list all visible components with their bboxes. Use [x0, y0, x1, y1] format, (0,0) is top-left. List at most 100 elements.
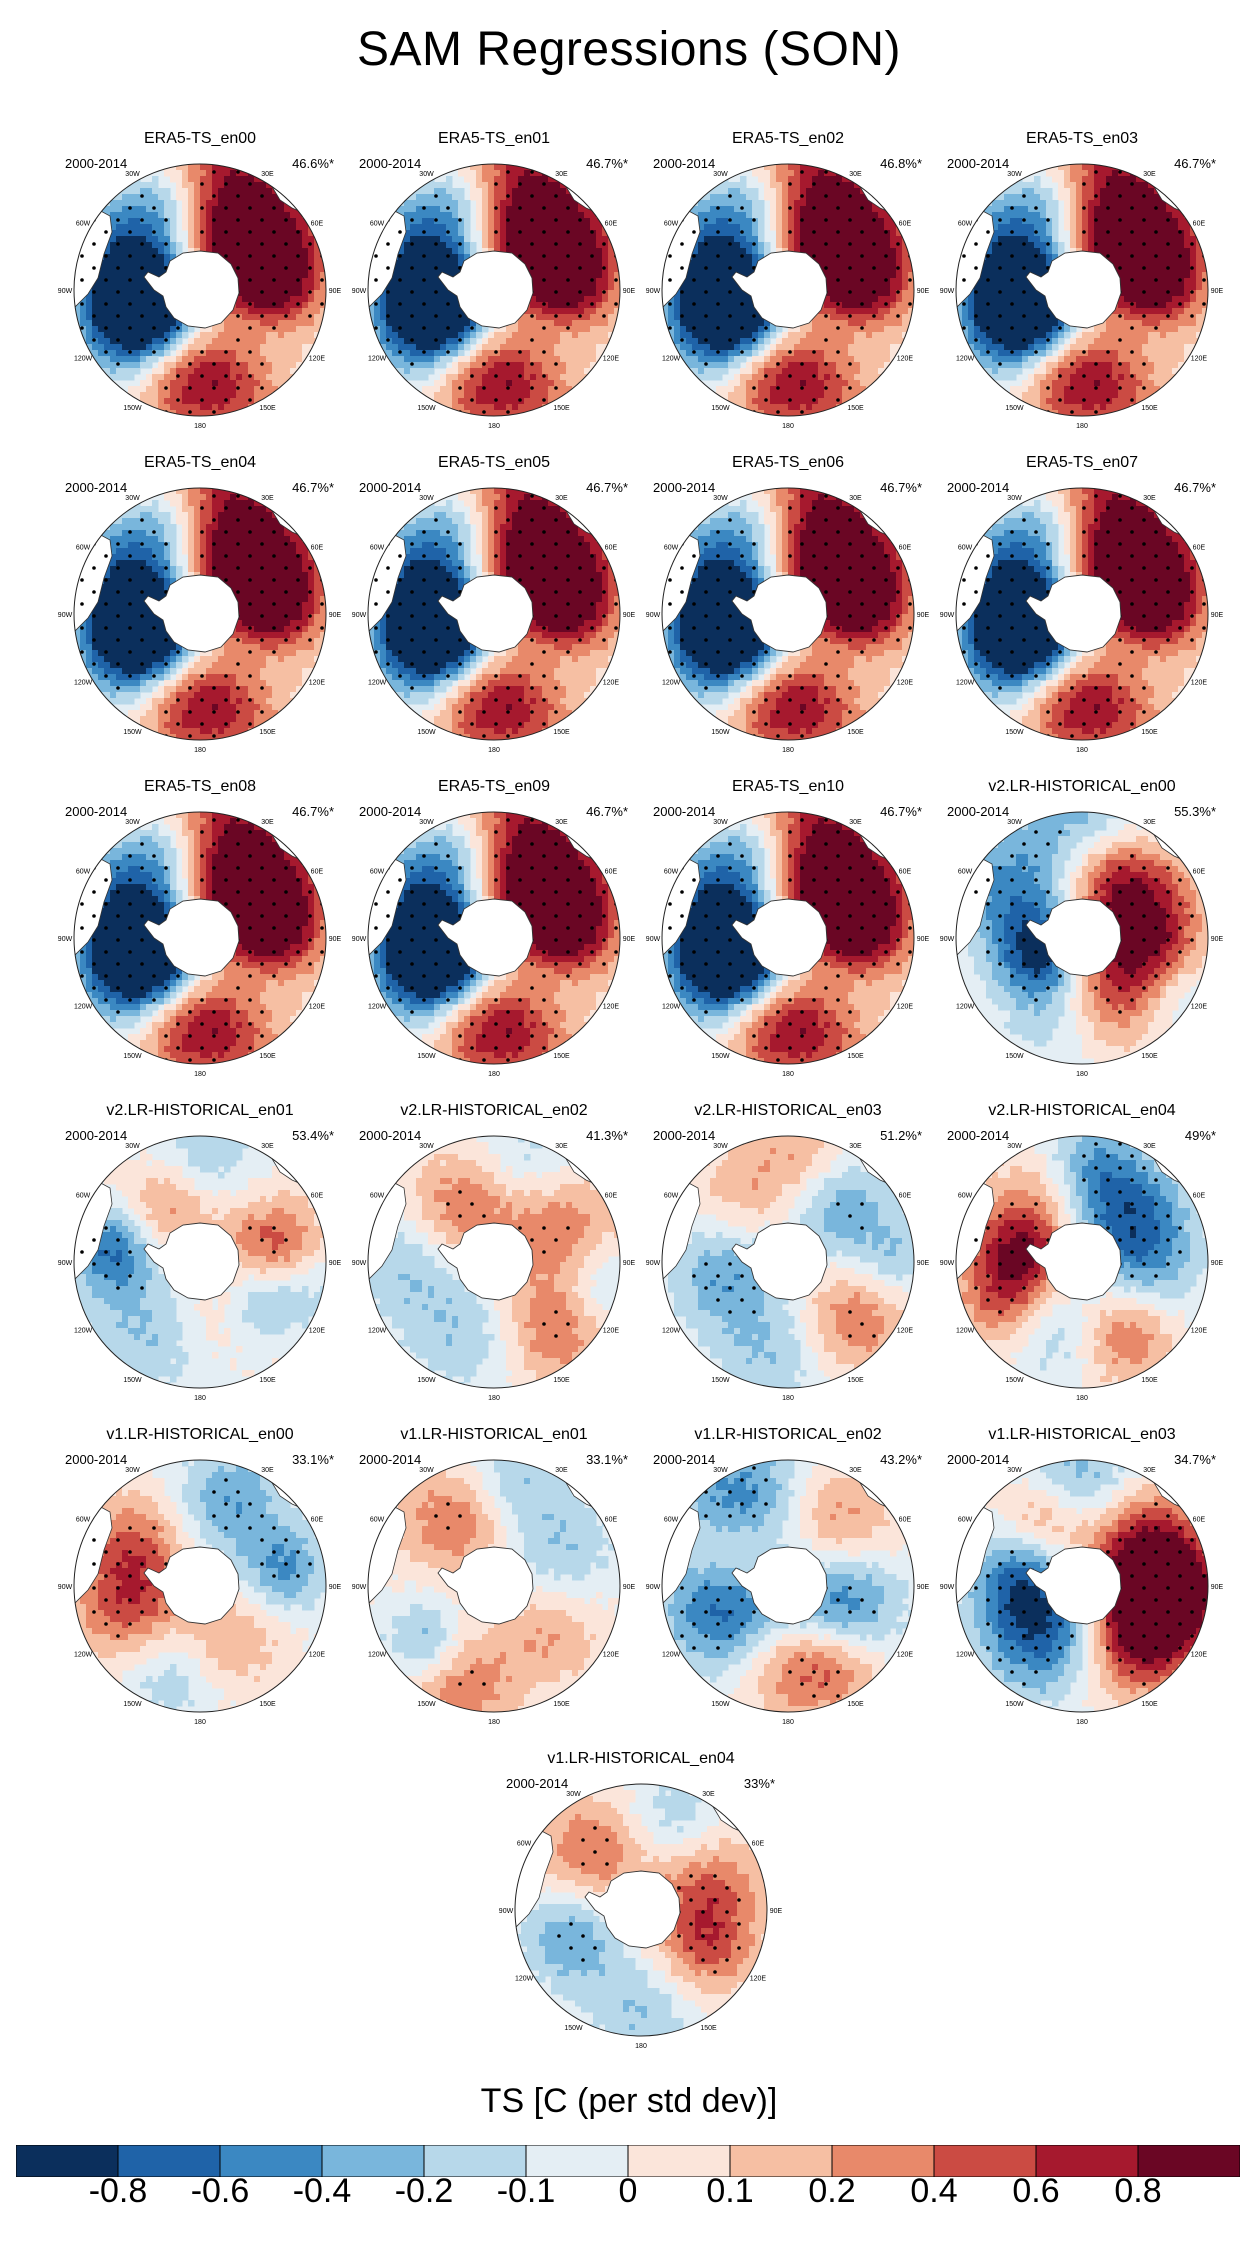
- panel-percent: 46.6%*: [292, 156, 334, 171]
- longitude-label: 30W: [125, 1467, 140, 1474]
- longitude-label: 90W: [352, 612, 367, 619]
- longitude-label: 30E: [555, 819, 568, 826]
- polar-map: 030E60E90E120E150E180150W120W90W60W30W: [352, 811, 636, 1078]
- colorbar-swatch: [831, 2145, 935, 2177]
- longitude-label: 30E: [261, 1467, 274, 1474]
- longitude-label: 150E: [1141, 729, 1158, 736]
- longitude-label: 180: [488, 423, 500, 430]
- longitude-label: 120W: [368, 1328, 387, 1335]
- longitude-label: 60E: [1193, 221, 1206, 228]
- panel-period: 2000-2014: [65, 480, 127, 495]
- panel-percent: 46.7%*: [292, 480, 334, 495]
- longitude-label: 30E: [261, 495, 274, 502]
- longitude-label: 120E: [1191, 1004, 1208, 1011]
- polar-map: 030E60E90E120E150E180150W120W90W60W30W: [499, 1783, 783, 2050]
- longitude-label: 30W: [713, 171, 728, 178]
- panel-percent: 46.8%*: [880, 156, 922, 171]
- panel-title: v1.LR-HISTORICAL_en03: [932, 1426, 1232, 1444]
- longitude-label: 30W: [1007, 495, 1022, 502]
- longitude-label: 60E: [311, 545, 324, 552]
- longitude-label: 150W: [417, 1377, 436, 1384]
- panel-percent: 53.4%*: [292, 1128, 334, 1143]
- map-panel: ERA5-TS_en102000-201446.7%*030E60E90E120…: [638, 778, 938, 1078]
- longitude-label: 60E: [752, 1841, 765, 1848]
- longitude-label: 30E: [261, 171, 274, 178]
- polar-map: 030E60E90E120E150E180150W120W90W60W30W: [940, 811, 1224, 1078]
- polar-map: 030E60E90E120E150E180150W120W90W60W30W: [940, 1459, 1224, 1726]
- longitude-label: 90W: [352, 936, 367, 943]
- colorbar-swatch: [729, 2145, 833, 2177]
- map-panel: ERA5-TS_en092000-201446.7%*030E60E90E120…: [344, 778, 644, 1078]
- longitude-label: 90E: [1211, 936, 1224, 943]
- longitude-label: 120W: [74, 1004, 93, 1011]
- panel-period: 2000-2014: [947, 804, 1009, 819]
- longitude-label: 30E: [555, 171, 568, 178]
- longitude-label: 90E: [917, 612, 930, 619]
- longitude-label: 30E: [555, 1467, 568, 1474]
- longitude-label: 90W: [940, 612, 955, 619]
- colorbar-title: TS [C (per std dev)]: [0, 2082, 1258, 2121]
- longitude-label: 30W: [125, 1143, 140, 1150]
- longitude-label: 60E: [1193, 869, 1206, 876]
- longitude-label: 150E: [847, 1377, 864, 1384]
- polar-map: 030E60E90E120E150E180150W120W90W60W30W: [58, 811, 342, 1078]
- longitude-label: 180: [1076, 423, 1088, 430]
- panel-percent: 43.2%*: [880, 1452, 922, 1467]
- longitude-label: 30W: [713, 819, 728, 826]
- longitude-label: 120E: [897, 356, 914, 363]
- longitude-label: 60W: [370, 1193, 385, 1200]
- longitude-label: 120W: [956, 1004, 975, 1011]
- longitude-label: 180: [782, 1719, 794, 1726]
- longitude-label: 150E: [553, 1377, 570, 1384]
- longitude-label: 150W: [1005, 405, 1024, 412]
- longitude-label: 60E: [899, 1517, 912, 1524]
- polar-map: 030E60E90E120E150E180150W120W90W60W30W: [940, 163, 1224, 430]
- longitude-label: 120W: [956, 1652, 975, 1659]
- panel-percent: 46.7%*: [292, 804, 334, 819]
- longitude-label: 120E: [309, 1004, 326, 1011]
- longitude-label: 90W: [646, 1584, 661, 1591]
- polar-map: 030E60E90E120E150E180150W120W90W60W30W: [352, 1135, 636, 1402]
- longitude-label: 150E: [553, 405, 570, 412]
- longitude-label: 30E: [261, 1143, 274, 1150]
- longitude-label: 150E: [1141, 1377, 1158, 1384]
- colorbar-tick-label: 0: [619, 2172, 638, 2211]
- longitude-label: 30E: [1143, 171, 1156, 178]
- longitude-label: 30E: [849, 1143, 862, 1150]
- longitude-label: 90W: [58, 1260, 73, 1267]
- longitude-label: 90W: [940, 936, 955, 943]
- longitude-label: 180: [1076, 747, 1088, 754]
- polar-map: 030E60E90E120E150E180150W120W90W60W30W: [646, 811, 930, 1078]
- longitude-label: 90W: [58, 612, 73, 619]
- longitude-label: 180: [194, 1395, 206, 1402]
- colorbar: [16, 2145, 1240, 2177]
- panel-title: v1.LR-HISTORICAL_en02: [638, 1426, 938, 1444]
- longitude-label: 180: [194, 1071, 206, 1078]
- map-panel: ERA5-TS_en022000-201446.8%*030E60E90E120…: [638, 130, 938, 430]
- panel-percent: 46.7%*: [880, 480, 922, 495]
- longitude-label: 30W: [419, 1467, 434, 1474]
- panel-period: 2000-2014: [359, 480, 421, 495]
- panel-title: ERA5-TS_en08: [50, 778, 350, 796]
- panel-title: v2.LR-HISTORICAL_en01: [50, 1102, 350, 1120]
- longitude-label: 90W: [352, 288, 367, 295]
- longitude-label: 60W: [664, 221, 679, 228]
- map-panel: ERA5-TS_en032000-201446.7%*030E60E90E120…: [932, 130, 1232, 430]
- panel-period: 2000-2014: [359, 804, 421, 819]
- panel-period: 2000-2014: [653, 1452, 715, 1467]
- map-panel: ERA5-TS_en002000-201446.6%*030E60E90E120…: [50, 130, 350, 430]
- panel-percent: 46.7%*: [586, 804, 628, 819]
- longitude-label: 120W: [368, 356, 387, 363]
- longitude-label: 60E: [605, 221, 618, 228]
- longitude-label: 180: [194, 747, 206, 754]
- longitude-label: 120E: [1191, 1328, 1208, 1335]
- longitude-label: 120E: [603, 356, 620, 363]
- colorbar-tick-label: -0.4: [293, 2172, 352, 2211]
- map-panel: ERA5-TS_en062000-201446.7%*030E60E90E120…: [638, 454, 938, 754]
- longitude-label: 180: [1076, 1071, 1088, 1078]
- longitude-label: 150W: [711, 1053, 730, 1060]
- longitude-label: 30W: [125, 171, 140, 178]
- longitude-label: 150W: [417, 1701, 436, 1708]
- longitude-label: 90E: [623, 612, 636, 619]
- panel-period: 2000-2014: [359, 1452, 421, 1467]
